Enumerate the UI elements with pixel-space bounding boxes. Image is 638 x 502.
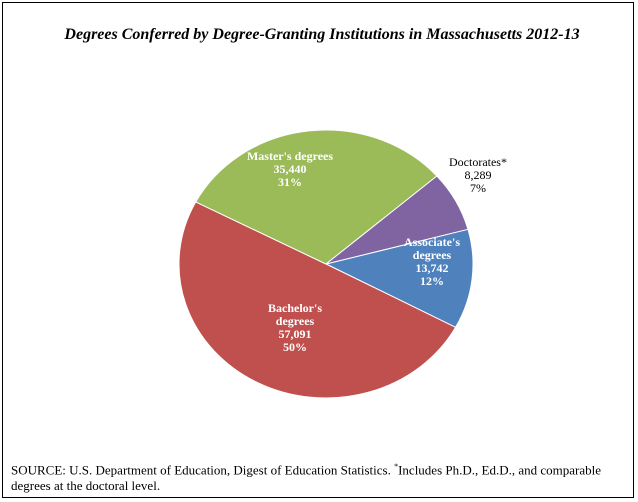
slice-label: Master's degrees 35,440 31% [235,150,345,189]
pie-slice [325,175,469,265]
source: SOURCE: U.S. Department of Education, Di… [11,462,391,478]
category-label: Doctorates* [449,155,507,169]
value-label: 13,742 [415,261,449,275]
footnote: Includes Ph.D., Ed.D., and comparable de… [11,462,601,494]
pie-slice [195,129,438,265]
chart-frame: Degrees Conferred by Degree-Granting Ins… [2,2,634,498]
percent-label: 7% [470,181,486,195]
category-label: Master's degrees [246,149,334,163]
percent-label: 50% [283,340,307,354]
footnote-mark: * [394,462,399,471]
value-label: 8,289 [464,168,492,182]
source-note: SOURCE: U.S. Department of Education, Di… [11,459,621,494]
value-label: 35,440 [273,162,307,176]
pie-slice [324,228,474,328]
value-label: 57,091 [278,327,312,341]
chart-title: Degrees Conferred by Degree-Granting Ins… [64,26,580,43]
slice-label: Associate's degrees 13,742 12% [397,236,467,288]
category-label: Associate's degrees [404,235,460,262]
slice-label: Doctorates* 8,289 7% [438,156,518,195]
pie-slice [178,201,457,399]
percent-label: 31% [278,175,302,189]
category-label: Bachelor's degrees [268,301,322,328]
slice-label: Bachelor's degrees 57,091 50% [265,302,325,354]
percent-label: 12% [420,274,444,288]
